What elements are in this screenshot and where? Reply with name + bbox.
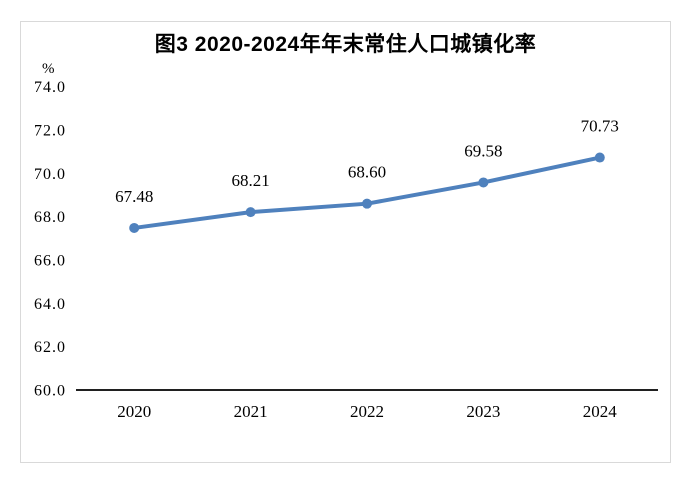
- y-axis-tick-label: 60.0: [34, 383, 66, 400]
- data-label: 68.21: [231, 171, 269, 190]
- y-axis-tick-label: 72.0: [34, 123, 66, 140]
- y-axis-tick-label: 66.0: [34, 253, 66, 270]
- y-axis-tick-label: 68.0: [34, 209, 66, 226]
- x-axis-tick-label: 2022: [350, 402, 384, 421]
- data-label: 70.73: [581, 117, 619, 136]
- chart-title: 图3 2020-2024年年末常住人口城镇化率: [154, 33, 537, 56]
- data-label: 69.58: [464, 141, 502, 160]
- x-axis-tick-label: 2024: [583, 402, 618, 421]
- y-axis-tick-label: 62.0: [34, 339, 66, 356]
- data-label: 67.48: [115, 187, 153, 206]
- x-axis-tick-label: 2021: [234, 402, 268, 421]
- y-axis-unit-label: %: [42, 61, 55, 77]
- x-axis-tick-label: 2023: [466, 402, 500, 421]
- data-point: [245, 207, 256, 218]
- y-axis-tick-label: 70.0: [34, 166, 66, 183]
- data-point: [594, 152, 605, 163]
- x-axis-tick-label: 2020: [117, 402, 151, 421]
- data-point: [362, 198, 372, 209]
- data-point: [478, 177, 489, 188]
- y-axis-tick-label: 74.0: [34, 79, 66, 96]
- data-label: 68.60: [348, 163, 386, 182]
- data-point: [129, 222, 140, 233]
- y-axis-tick-label: 64.0: [34, 296, 66, 313]
